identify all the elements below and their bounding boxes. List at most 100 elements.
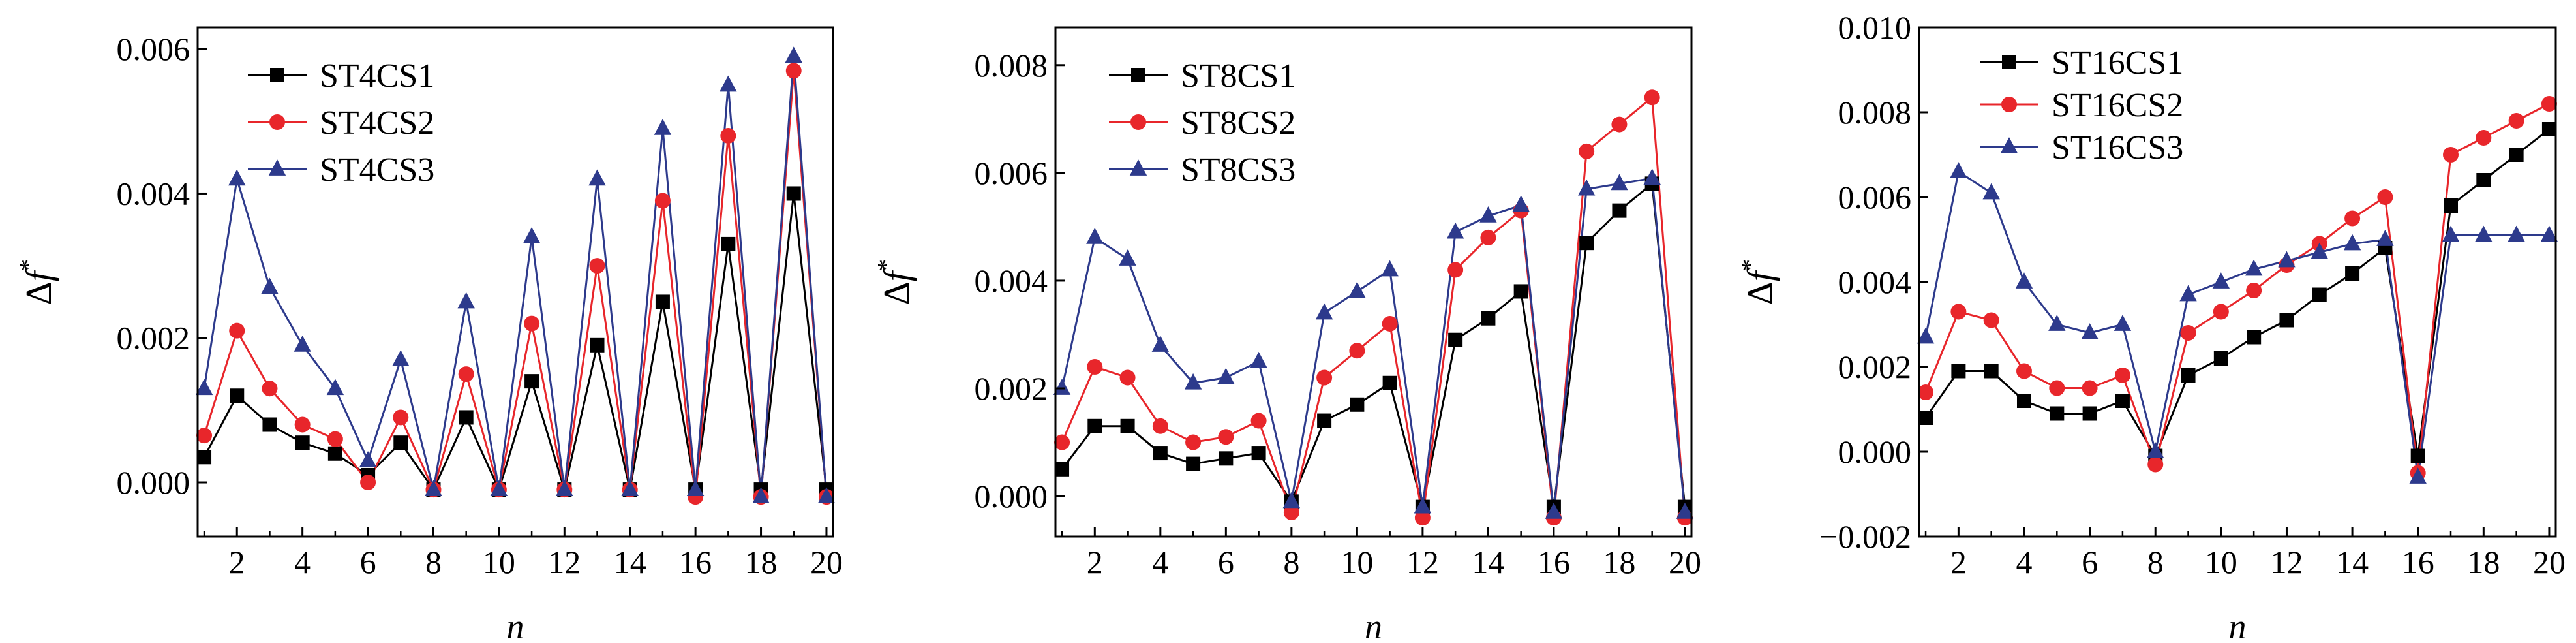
- data-point: [1481, 311, 1496, 326]
- data-point: [2279, 313, 2294, 328]
- data-point: [1053, 379, 1071, 395]
- legend-label: ST4CS1: [320, 57, 434, 95]
- data-point: [1950, 162, 1967, 178]
- x-tick-label: 16: [679, 544, 712, 580]
- x-tick-label: 12: [548, 544, 581, 580]
- data-point: [1611, 116, 1628, 133]
- legend-marker: [1131, 68, 1145, 82]
- data-point: [490, 480, 508, 496]
- data-point: [1918, 384, 1934, 400]
- data-point: [785, 63, 802, 79]
- x-tick-label: 4: [2016, 544, 2032, 580]
- data-point: [1087, 418, 1102, 433]
- data-point: [1414, 497, 1432, 514]
- data-point: [262, 381, 278, 397]
- x-tick-label: 4: [294, 544, 311, 580]
- data-point: [1350, 397, 1365, 412]
- y-axis-label: Δf*: [1736, 259, 1781, 306]
- x-tick-label: 6: [360, 544, 376, 580]
- data-point: [1315, 303, 1333, 320]
- x-tick-label: 8: [2147, 544, 2164, 580]
- data-point: [230, 388, 245, 403]
- x-tick-label: 8: [1283, 544, 1299, 580]
- panel-3: 2 4 6 8 10 12 14 16 18 20 −0.002 0.000 0.002 0.004 0.0…: [1736, 9, 2566, 643]
- data-point: [2016, 394, 2031, 408]
- data-point: [458, 366, 474, 383]
- x-tick-label: 14: [1472, 544, 1504, 580]
- data-point: [1950, 304, 1967, 320]
- data-point: [1448, 332, 1463, 347]
- data-point: [2376, 230, 2394, 246]
- data-point: [393, 409, 409, 426]
- data-point: [590, 337, 605, 353]
- data-point: [588, 169, 606, 186]
- y-tick-label: 0.004: [975, 262, 1048, 299]
- data-point: [327, 446, 342, 461]
- data-point: [1579, 236, 1594, 251]
- legend: ST8CS1 ST8CS2 ST8CS3: [1109, 57, 1296, 189]
- data-point: [2443, 147, 2459, 163]
- data-point: [2114, 368, 2130, 383]
- markers-ST16CS1: [1918, 122, 2556, 463]
- data-point: [1184, 373, 1202, 390]
- y-tick-label: 0.004: [1838, 264, 1912, 300]
- legend-label: ST8CS3: [1181, 151, 1296, 189]
- legend-marker: [269, 114, 285, 130]
- legend-marker: [2000, 137, 2018, 153]
- x-tick-label: 10: [483, 544, 515, 580]
- data-point: [1446, 222, 1464, 239]
- data-point: [2082, 380, 2098, 396]
- data-point: [2444, 198, 2459, 213]
- x-tick-label: 2: [1087, 544, 1103, 580]
- data-point: [2081, 323, 2099, 339]
- data-point: [359, 450, 377, 467]
- x-tick-label: 14: [2336, 544, 2369, 580]
- y-tick-label: 0.008: [975, 47, 1048, 84]
- data-point: [2246, 283, 2262, 298]
- y-tick-label: −0.002: [1819, 518, 1911, 555]
- data-point: [686, 480, 705, 496]
- legend-marker: [270, 68, 284, 82]
- legend-marker: [1130, 114, 1146, 130]
- y-tick-label: 0.006: [975, 155, 1048, 191]
- data-point: [195, 379, 213, 396]
- x-tick-label: 18: [1603, 544, 1635, 580]
- data-point: [721, 236, 736, 251]
- legend-label: ST4CS2: [320, 104, 434, 142]
- data-point: [655, 294, 670, 309]
- legend: ST4CS1 ST4CS2 ST4CS3: [248, 57, 434, 189]
- data-point: [2213, 304, 2229, 320]
- markers-ST8CS2: [1054, 89, 1693, 526]
- data-point: [1250, 413, 1267, 429]
- data-point: [785, 46, 802, 63]
- data-point: [197, 450, 212, 465]
- data-point: [2312, 287, 2327, 302]
- data-point: [1513, 284, 1528, 299]
- data-point: [524, 374, 539, 389]
- data-point: [1577, 179, 1596, 196]
- data-point: [1676, 503, 1694, 519]
- data-point: [1186, 456, 1201, 471]
- data-point: [2115, 394, 2130, 408]
- data-point: [2508, 225, 2525, 242]
- data-point: [1283, 504, 1299, 520]
- data-point: [229, 322, 245, 339]
- data-point: [2475, 225, 2493, 242]
- data-point: [1349, 343, 1365, 359]
- markers-ST16CS3: [1917, 162, 2558, 484]
- data-point: [2016, 363, 2032, 379]
- legend-label: ST8CS2: [1181, 104, 1296, 142]
- data-point: [2409, 467, 2427, 484]
- data-point: [1316, 369, 1333, 386]
- data-point: [2212, 272, 2230, 289]
- x-tick-label: 8: [425, 544, 442, 580]
- data-point: [621, 480, 639, 496]
- x-tick-label: 18: [745, 544, 778, 580]
- data-point: [1984, 364, 1999, 379]
- x-tick-label: 10: [1341, 544, 1373, 580]
- data-point: [2410, 448, 2425, 463]
- data-point: [523, 227, 541, 243]
- data-point: [1219, 451, 1234, 466]
- data-point: [261, 277, 279, 294]
